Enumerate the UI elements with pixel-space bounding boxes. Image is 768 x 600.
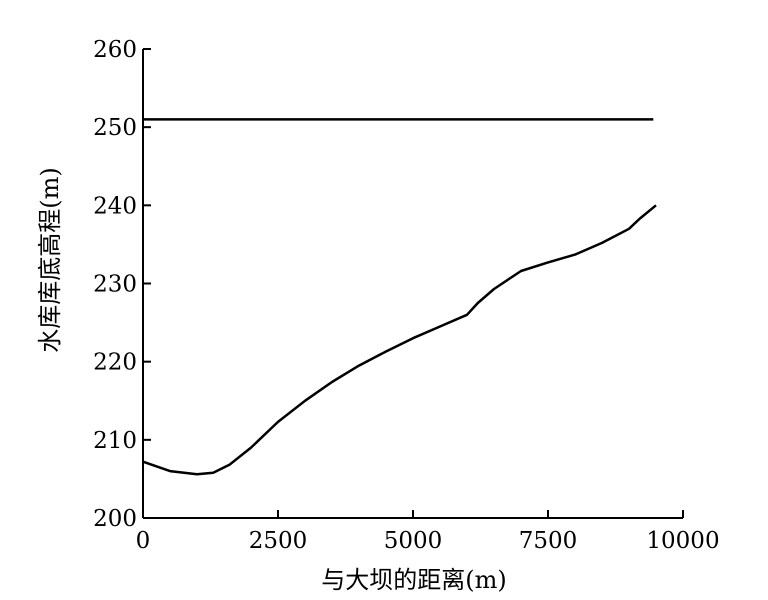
x-tick-label: 7500 xyxy=(519,528,578,554)
y-tick-label: 250 xyxy=(93,115,137,141)
y-tick-label: 220 xyxy=(93,350,137,376)
y-tick-label: 210 xyxy=(93,428,137,454)
x-tick-label: 10000 xyxy=(646,528,719,554)
y-axis-label: 水库库底高程(m) xyxy=(36,167,64,352)
data-line xyxy=(142,204,657,476)
x-tick-label: 2500 xyxy=(249,528,308,554)
y-tick-label: 240 xyxy=(93,193,137,219)
y-tick-label: 260 xyxy=(93,37,137,63)
y-tick-label: 230 xyxy=(93,272,137,298)
x-tick-label: 0 xyxy=(136,528,151,554)
x-axis-label: 与大坝的距离(m) xyxy=(321,566,506,594)
x-tick-label: 5000 xyxy=(384,528,443,554)
y-tick-label: 200 xyxy=(93,506,137,532)
